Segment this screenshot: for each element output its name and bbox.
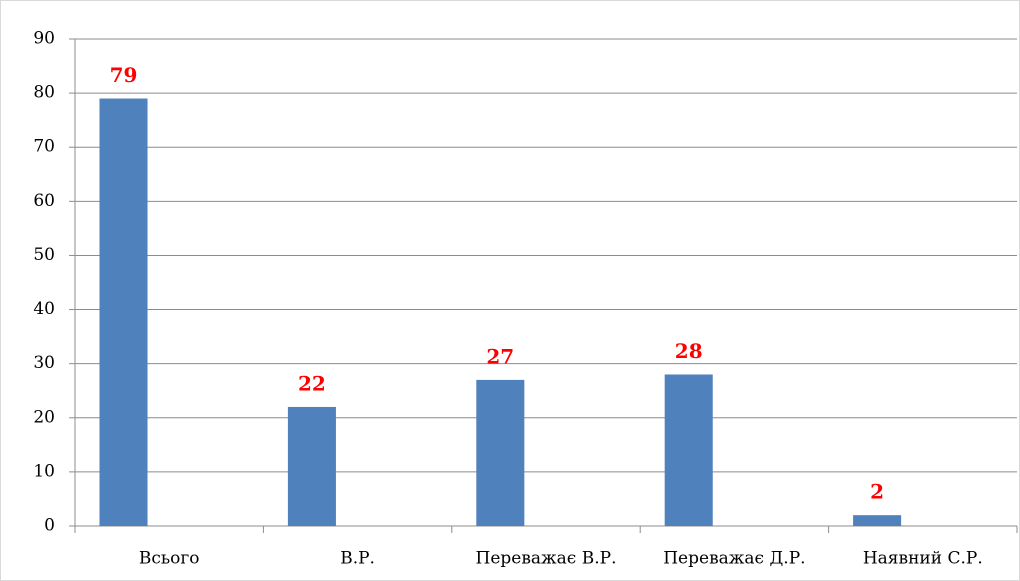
x-tick-label: Переважає Д.Р. xyxy=(663,549,805,569)
y-tick-label: 10 xyxy=(33,461,55,481)
bar xyxy=(853,515,902,526)
x-tick-label: Переважає В.Р. xyxy=(476,549,617,569)
x-tick-label: Всього xyxy=(139,549,200,569)
data-label: 27 xyxy=(486,344,514,368)
y-tick-label: 90 xyxy=(33,29,55,49)
y-tick-label: 40 xyxy=(33,299,55,319)
y-tick-label: 0 xyxy=(44,516,55,536)
y-tick-label: 60 xyxy=(33,191,55,211)
y-tick-label: 30 xyxy=(33,353,55,373)
bar xyxy=(99,98,148,527)
data-label: 2 xyxy=(870,480,884,504)
bar xyxy=(476,379,525,526)
x-tick-label: Наявний С.Р. xyxy=(863,549,983,569)
bar xyxy=(287,406,336,526)
y-tick-label: 80 xyxy=(33,83,55,103)
y-tick-label: 70 xyxy=(33,137,55,157)
x-tick-label: В.Р. xyxy=(340,549,375,569)
bar xyxy=(664,374,713,526)
y-tick-label: 50 xyxy=(33,245,55,265)
data-label: 79 xyxy=(110,63,138,87)
data-label: 22 xyxy=(298,371,326,395)
y-tick-label: 20 xyxy=(33,407,55,427)
data-label: 28 xyxy=(675,339,703,363)
